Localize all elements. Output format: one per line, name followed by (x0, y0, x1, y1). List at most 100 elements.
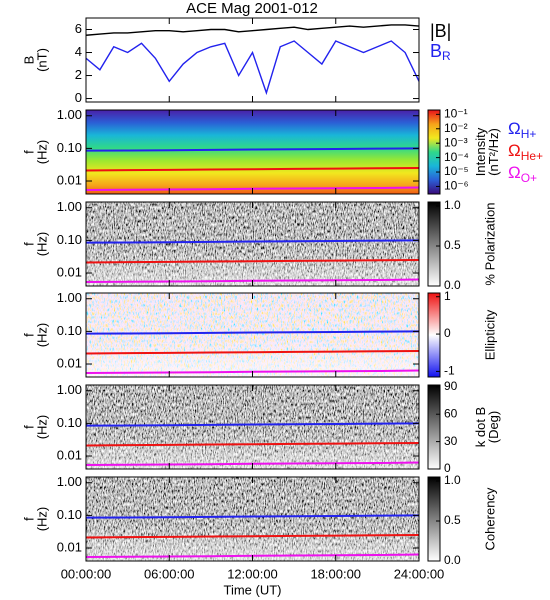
y-tick-label: 2 (75, 67, 82, 82)
x-axis-label: Time (UT) (223, 582, 281, 597)
series-line (85, 442, 420, 447)
series-line (85, 534, 420, 539)
colorbar (427, 476, 441, 562)
series-line (85, 330, 420, 335)
legend-subscript: H+ (521, 127, 537, 141)
y-axis-label: f (21, 242, 36, 246)
y-axis-label: B (21, 56, 36, 65)
series-line (85, 147, 420, 152)
legend-name: Ω (508, 141, 521, 160)
x-tick-label: 12:00:00 (227, 566, 278, 581)
series-line (85, 239, 420, 244)
legend-subscript: He+ (521, 149, 543, 163)
y-tick-label: 0.10 (57, 415, 82, 430)
colorbar-tick-label: 0 (444, 326, 451, 340)
legend-label: BR (430, 41, 451, 63)
y-tick-label: 1.00 (57, 107, 82, 122)
colorbar (427, 292, 441, 378)
colorbar-tick-label: 10⁻¹ (444, 107, 468, 121)
y-axis-label: f (21, 333, 36, 337)
colorbar-label: Intensity (473, 127, 488, 176)
y-tick-label: 0.01 (57, 355, 82, 370)
series-line (85, 422, 420, 427)
y-tick-label: 1.00 (57, 474, 82, 489)
y-axis-label: (Hz) (34, 232, 49, 257)
y-tick-label: 1.00 (57, 382, 82, 397)
y-axis-label: f (21, 517, 36, 521)
spectrogram-fade (86, 293, 419, 377)
legend-name: B (430, 41, 442, 61)
spectrogram-fade (86, 385, 419, 469)
chart-title: ACE Mag 2001-012 (186, 0, 318, 17)
legend-subscript: O+ (521, 171, 537, 185)
legend-label: ΩH+ (508, 119, 536, 141)
y-axis-label: (Hz) (34, 140, 49, 165)
legend-name: |B| (430, 21, 451, 41)
legend-subscript: R (442, 49, 451, 63)
y-tick-label: 0 (75, 90, 82, 105)
colorbar-tick-label: 1.0 (444, 473, 461, 487)
colorbar (427, 109, 441, 195)
colorbar-tick-label: 10⁻⁴ (444, 150, 469, 164)
colorbar-label: (nT²/Hz) (486, 128, 501, 176)
colorbar-tick-label: 10⁻³ (444, 135, 468, 149)
x-tick-label: 06:00:00 (144, 566, 195, 581)
colorbar-tick-label: 10⁻⁵ (444, 164, 469, 178)
spectrogram-fade (86, 477, 419, 561)
legend-name: Ω (508, 119, 521, 138)
y-tick-label: 0.01 (57, 447, 82, 462)
y-tick-label: 4 (75, 44, 82, 59)
colorbar-tick-label: 30 (444, 434, 458, 448)
series-line (85, 40, 420, 96)
y-tick-label: 0.10 (57, 323, 82, 338)
x-tick-label: 18:00:00 (310, 566, 361, 581)
y-tick-label: 0.10 (57, 140, 82, 155)
y-tick-label: 0.10 (57, 507, 82, 522)
series-line (85, 24, 420, 36)
colorbar (427, 201, 441, 287)
series-line (85, 350, 420, 355)
colorbar-tick-label: 0.0 (444, 553, 461, 567)
y-axis-label: (nT) (34, 48, 49, 72)
y-tick-label: 1.00 (57, 290, 82, 305)
y-tick-label: 6 (75, 21, 82, 36)
colorbar (427, 384, 441, 470)
y-tick-label: 0.01 (57, 172, 82, 187)
colorbar-tick-label: 60 (444, 406, 458, 420)
spectrogram-fade (86, 202, 419, 286)
colorbar-label: (Deg) (486, 411, 501, 444)
y-axis-label: f (21, 425, 36, 429)
colorbar-label: Ellipticity (482, 309, 497, 360)
colorbar-label: k dot B (473, 407, 488, 447)
series-line (85, 167, 420, 172)
legend-label: ΩO+ (508, 163, 537, 185)
y-axis-label: (Hz) (34, 415, 49, 440)
series-line (85, 259, 420, 264)
colorbar-tick-label: 0.0 (444, 278, 461, 292)
y-tick-label: 0.10 (57, 232, 82, 247)
y-axis-label: (Hz) (34, 323, 49, 348)
colorbar-label: Coherency (482, 487, 497, 550)
colorbar-tick-label: 1 (444, 289, 451, 303)
y-axis-label: (Hz) (34, 507, 49, 532)
colorbar-tick-label: -1 (444, 364, 455, 378)
legend-label: |B| (430, 21, 451, 41)
colorbar-tick-label: 10⁻² (444, 121, 468, 135)
legend-label: ΩHe+ (508, 141, 543, 163)
legend-name: Ω (508, 163, 521, 182)
colorbar-tick-label: 10⁻⁶ (444, 179, 469, 193)
colorbar-tick-label: 0 (444, 461, 451, 475)
colorbar-tick-label: 0.5 (444, 513, 461, 527)
x-tick-label: 24:00:00 (394, 566, 445, 581)
spectrogram-image (86, 110, 419, 194)
colorbar-label: % Polarization (482, 202, 497, 285)
y-tick-label: 0.01 (57, 539, 82, 554)
y-axis-label: f (21, 150, 36, 154)
colorbar-tick-label: 90 (444, 379, 458, 393)
y-tick-label: 1.00 (57, 199, 82, 214)
series-line (85, 514, 420, 519)
colorbar-tick-label: 0.5 (444, 238, 461, 252)
y-tick-label: 0.01 (57, 264, 82, 279)
x-tick-label: 00:00:00 (61, 566, 112, 581)
